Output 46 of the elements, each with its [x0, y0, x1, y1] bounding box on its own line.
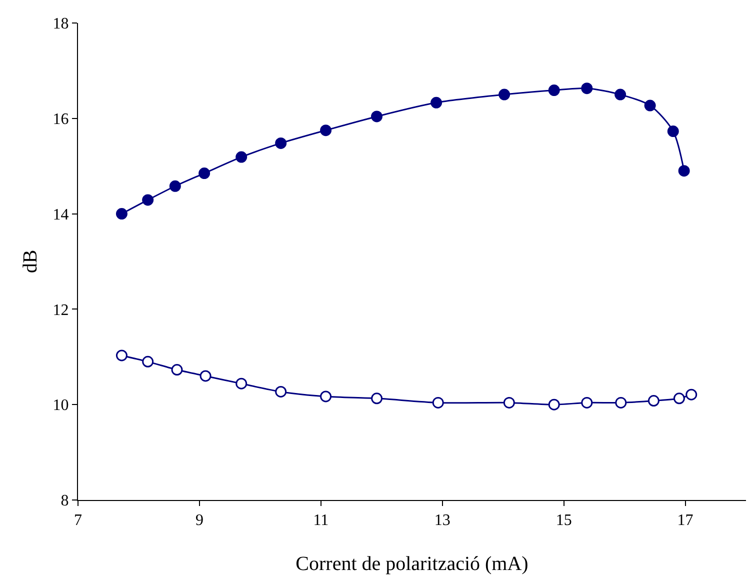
- point: [198, 168, 210, 180]
- point: [320, 124, 332, 136]
- x-tick-label: 11: [313, 512, 329, 530]
- x-tick-label: 7: [74, 512, 82, 530]
- point: [615, 396, 627, 408]
- point: [498, 88, 510, 100]
- point: [432, 396, 444, 408]
- point: [116, 208, 128, 220]
- y-tick-label: 14: [52, 206, 69, 224]
- point: [548, 84, 560, 96]
- point: [275, 137, 287, 149]
- point: [673, 392, 685, 404]
- x-tick-label: 15: [556, 512, 572, 530]
- point: [371, 110, 383, 122]
- y-axis-title: dB: [19, 250, 42, 274]
- point: [236, 151, 248, 163]
- y-tick-label: 10: [52, 397, 69, 414]
- point: [614, 88, 626, 100]
- point: [116, 350, 128, 362]
- point: [686, 388, 698, 400]
- point: [644, 100, 656, 112]
- point: [503, 396, 515, 408]
- point: [275, 386, 287, 398]
- point: [648, 395, 660, 407]
- y-tick-label: 18: [52, 16, 69, 33]
- x-tick-label: 9: [195, 512, 204, 530]
- point: [320, 390, 332, 402]
- point: [371, 392, 383, 404]
- x-tick-label: 13: [434, 512, 450, 530]
- x-axis-title: Corrent de polarització (mA): [296, 553, 528, 575]
- point: [581, 82, 593, 94]
- point: [142, 356, 154, 368]
- x-tick-label: 17: [677, 512, 694, 530]
- point: [678, 165, 690, 177]
- point: [236, 378, 248, 390]
- point: [200, 370, 212, 382]
- point: [430, 96, 442, 108]
- point: [171, 364, 183, 376]
- y-tick-label: 8: [60, 492, 69, 510]
- point: [667, 126, 679, 138]
- y-tick-label: 12: [52, 302, 69, 319]
- point: [581, 396, 593, 408]
- point: [548, 398, 560, 410]
- point: [142, 194, 154, 206]
- y-tick-label: 16: [52, 111, 69, 128]
- point: [169, 180, 181, 192]
